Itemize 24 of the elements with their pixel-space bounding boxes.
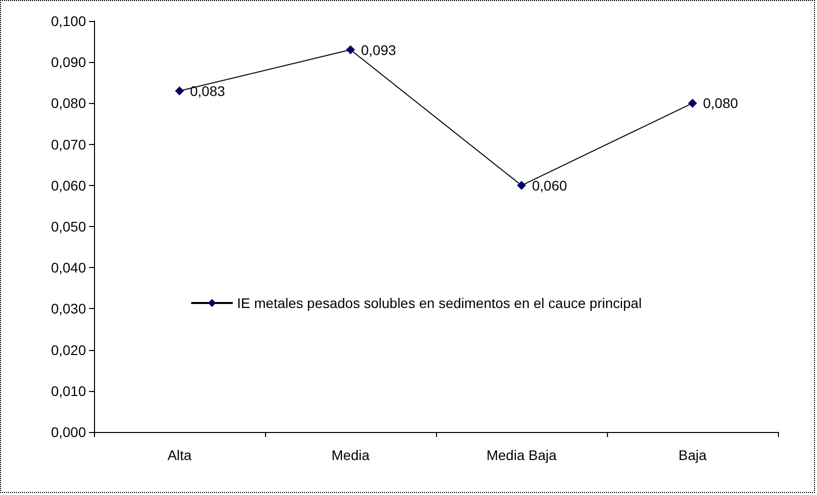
y-tick-label: 0,030 xyxy=(50,300,86,317)
point xyxy=(688,98,697,108)
data-label: 0,083 xyxy=(190,82,226,99)
y-tick-label: 0,080 xyxy=(50,95,86,112)
x-tick-label: Baja xyxy=(678,447,707,463)
data-label: 0,093 xyxy=(361,42,396,58)
data-label: 0,080 xyxy=(703,95,738,112)
y-tick-label: 0,040 xyxy=(50,260,86,276)
y-tick-label: 0,050 xyxy=(50,218,86,234)
x-tick-label: Alta xyxy=(167,447,192,463)
y-tick-label: 0,090 xyxy=(50,54,86,70)
x-tick-label: Media xyxy=(331,447,370,463)
y-tick-label: 0,020 xyxy=(50,342,86,358)
point xyxy=(517,180,526,190)
y-tick-label: 0,100 xyxy=(50,13,86,29)
y-tick-label: 0,070 xyxy=(50,136,86,152)
data-label: 0,060 xyxy=(532,177,568,194)
x-tick-label: Media Baja xyxy=(486,447,557,463)
y-tick-label: 0,000 xyxy=(50,424,86,440)
legend-label: IE metales pesados solubles en sedimentos en el cauce principal xyxy=(237,295,642,311)
y-tick-label: 0,060 xyxy=(50,177,86,194)
point xyxy=(175,86,184,96)
y-tick-label: 0,010 xyxy=(50,382,86,399)
point xyxy=(346,45,355,54)
